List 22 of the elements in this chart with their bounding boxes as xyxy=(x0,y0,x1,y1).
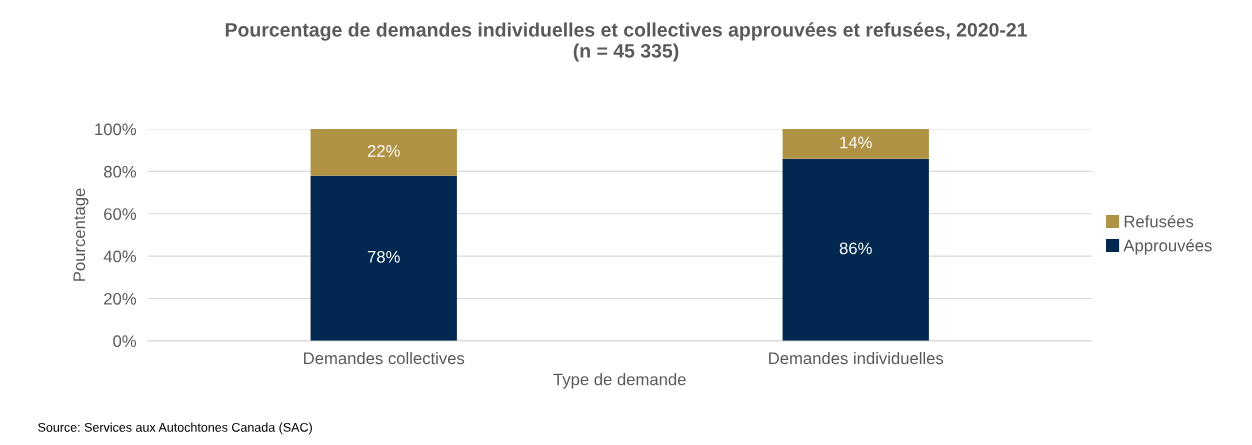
y-tick-label: 100% xyxy=(95,123,137,136)
y-axis-title: Pourcentage xyxy=(73,188,89,281)
bar xyxy=(310,175,457,341)
source-note: Source: Services aux Autochtones Canada (SAC) xyxy=(38,422,312,435)
legend-label: Refusées xyxy=(1124,214,1194,228)
chart-title: Pourcentage de demandes individuelles et collectives approuvées et refusées, 2020-21 (n = 45 335) xyxy=(225,22,1027,62)
y-tick-label: 20% xyxy=(104,292,137,305)
data-label: 22% xyxy=(367,145,400,157)
y-tick-label: 0% xyxy=(113,335,137,348)
y-tick-label: 60% xyxy=(104,208,137,220)
bar xyxy=(782,158,929,341)
x-axis-title: Type de demande xyxy=(553,373,686,389)
data-label: 86% xyxy=(839,242,872,255)
y-tick-label: 80% xyxy=(103,165,137,178)
y-tick-label: 40% xyxy=(103,250,137,263)
data-label: 78% xyxy=(367,250,400,263)
bar xyxy=(782,129,929,159)
legend-label: Approuvées xyxy=(1123,239,1212,255)
x-tick-label: Demandes individuelles xyxy=(769,351,944,365)
bar xyxy=(310,129,457,176)
x-tick-label: Demandes collectives xyxy=(304,351,465,365)
data-label: 14% xyxy=(840,136,872,149)
